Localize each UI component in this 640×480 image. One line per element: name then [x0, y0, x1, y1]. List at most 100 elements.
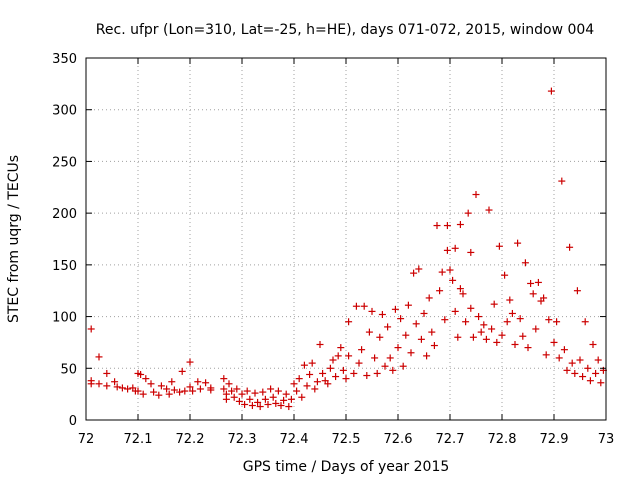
- y-tick-label: 250: [52, 155, 77, 170]
- x-tick-label: 72.4: [280, 432, 309, 447]
- data-point: [584, 364, 592, 372]
- data-point: [111, 378, 119, 386]
- data-point: [170, 386, 178, 394]
- data-point: [368, 307, 376, 315]
- data-point: [345, 318, 353, 326]
- data-point: [503, 318, 511, 326]
- data-point: [261, 395, 269, 403]
- data-point: [124, 385, 132, 393]
- data-point: [391, 305, 399, 313]
- data-point: [300, 361, 308, 369]
- data-point: [225, 380, 233, 388]
- x-tick-label: 72: [78, 432, 95, 447]
- data-point: [178, 367, 186, 375]
- data-point: [165, 390, 173, 398]
- data-point: [303, 382, 311, 390]
- data-point: [181, 387, 189, 395]
- data-point: [425, 294, 433, 302]
- data-point: [592, 369, 600, 377]
- data-point: [446, 266, 454, 274]
- data-point: [311, 385, 319, 393]
- x-axis-label: GPS time / Days of year 2015: [243, 459, 450, 475]
- data-point: [573, 287, 581, 295]
- data-point: [519, 332, 527, 340]
- data-point: [558, 177, 566, 185]
- data-point: [376, 333, 384, 341]
- data-point: [95, 380, 103, 388]
- data-point: [412, 320, 420, 328]
- data-point: [95, 353, 103, 361]
- data-point: [295, 375, 303, 383]
- y-tick-label: 150: [52, 259, 77, 274]
- data-point: [345, 352, 353, 360]
- data-point: [352, 302, 360, 310]
- data-point: [430, 342, 438, 350]
- data-point: [560, 346, 568, 354]
- data-point: [402, 331, 410, 339]
- data-point: [529, 290, 537, 298]
- data-point: [423, 352, 431, 360]
- data-point: [134, 387, 142, 395]
- data-point: [386, 354, 394, 362]
- y-tick-label: 300: [52, 104, 77, 119]
- data-point: [241, 400, 249, 408]
- data-point: [378, 311, 386, 319]
- data-point: [563, 366, 571, 374]
- data-point: [259, 388, 267, 396]
- data-point: [389, 366, 397, 374]
- data-point: [157, 382, 165, 390]
- data-point: [462, 318, 470, 326]
- data-point: [488, 325, 496, 333]
- data-point: [597, 379, 605, 387]
- data-point: [415, 265, 423, 273]
- data-point: [456, 221, 464, 229]
- data-point: [287, 395, 295, 403]
- data-point: [498, 331, 506, 339]
- data-point: [269, 393, 277, 401]
- data-point: [407, 349, 415, 357]
- data-point: [373, 369, 381, 377]
- data-point: [256, 403, 264, 411]
- data-point: [176, 388, 184, 396]
- data-point: [589, 340, 597, 348]
- data-point: [467, 304, 475, 312]
- data-point: [87, 380, 95, 388]
- data-point: [103, 382, 111, 390]
- y-tick-label: 50: [60, 362, 77, 377]
- data-point: [163, 385, 171, 393]
- data-point: [246, 395, 254, 403]
- chart-title: Rec. ufpr (Lon=310, Lat=-25, h=HE), days…: [96, 22, 595, 38]
- data-point: [254, 398, 262, 406]
- data-point: [469, 333, 477, 341]
- data-point: [222, 395, 230, 403]
- data-point: [441, 316, 449, 324]
- data-point: [319, 369, 327, 377]
- data-point: [534, 278, 542, 286]
- data-point: [251, 389, 259, 397]
- data-point: [220, 385, 228, 393]
- data-point: [514, 239, 522, 247]
- data-point: [545, 316, 553, 324]
- data-point: [384, 323, 392, 331]
- data-point: [467, 248, 475, 256]
- grid: [86, 58, 606, 420]
- data-point: [358, 346, 366, 354]
- data-point: [506, 296, 514, 304]
- data-point: [521, 259, 529, 267]
- data-point: [290, 380, 298, 388]
- data-point: [337, 344, 345, 352]
- x-tick-label: 72.9: [540, 432, 569, 447]
- data-point: [472, 191, 480, 199]
- data-point: [147, 380, 155, 388]
- data-point: [586, 377, 594, 385]
- data-point: [329, 356, 337, 364]
- data-point: [339, 366, 347, 374]
- data-point: [306, 370, 314, 378]
- x-tick-label: 72.6: [384, 432, 413, 447]
- data-point: [438, 268, 446, 276]
- data-point: [371, 354, 379, 362]
- data-point: [508, 309, 516, 317]
- data-point: [298, 393, 306, 401]
- data-point: [228, 387, 236, 395]
